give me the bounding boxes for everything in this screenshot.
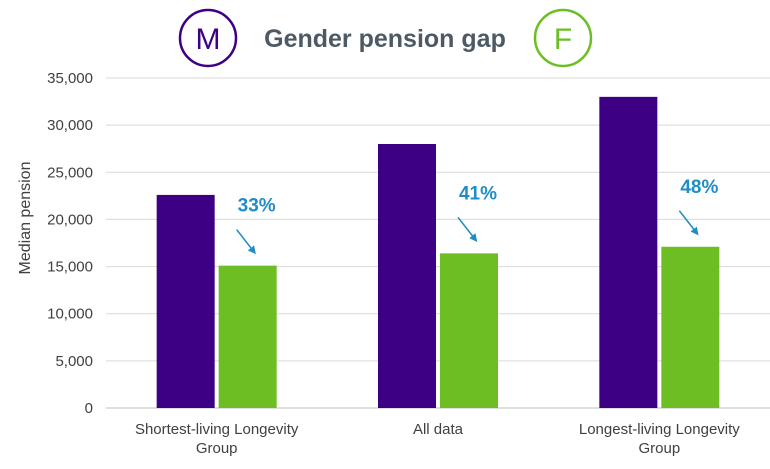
y-tick-label: 25,000 — [47, 164, 93, 181]
gap-percentage-label: 41% — [459, 183, 497, 204]
y-tick-label: 30,000 — [47, 117, 93, 134]
bar-female-2 — [661, 246, 720, 408]
category-label: Shortest-living Longevity — [135, 421, 299, 438]
category-labels: Shortest-living Longevity Group All data Lo… — [135, 421, 740, 457]
y-tick-label: 35,000 — [47, 70, 93, 87]
gap-arrow-icon — [236, 229, 256, 255]
bar-female-1 — [440, 253, 498, 408]
gap-percentage-label: 33% — [238, 196, 276, 217]
y-tick-label: 10,000 — [47, 306, 93, 323]
chart-title: Gender pension gap — [264, 25, 506, 53]
y-tick-label: 15,000 — [47, 259, 93, 276]
bars — [156, 96, 720, 408]
bar-male-0 — [156, 194, 215, 408]
legend-female-letter: F — [554, 23, 572, 56]
gap-annotations: 33% 41% 48% — [236, 177, 718, 255]
bar-female-0 — [218, 265, 277, 408]
y-tick-labels: 0 5,000 10,000 15,000 20,000 25,000 30,000 35,0… — [47, 70, 93, 417]
y-tick-label: 20,000 — [47, 211, 93, 228]
gap-percentage-label: 48% — [680, 177, 718, 198]
category-label: Group — [196, 440, 238, 457]
gridlines — [106, 77, 770, 409]
legend-male-badge: M — [178, 8, 238, 68]
bar-male-2 — [599, 96, 658, 408]
category-label: Group — [638, 440, 680, 457]
category-label: Longest-living Longevity — [579, 421, 740, 438]
gap-arrow-icon — [457, 216, 478, 242]
category-label: All data — [413, 421, 464, 438]
y-tick-label: 0 — [85, 400, 93, 417]
legend-male-letter: M — [196, 23, 221, 56]
y-tick-label: 5,000 — [55, 353, 93, 370]
bar-male-1 — [378, 144, 436, 408]
y-axis-label: Median pension — [17, 162, 34, 275]
legend-female-badge: F — [533, 8, 593, 68]
gap-arrow-icon — [678, 210, 699, 236]
